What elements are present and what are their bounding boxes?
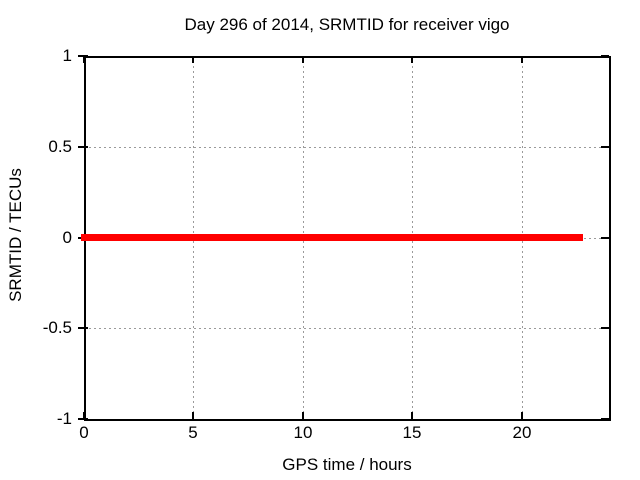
- x-tick-mark-bottom: [192, 412, 194, 419]
- x-tick-mark-bottom: [302, 412, 304, 419]
- x-tick-mark-top: [302, 56, 304, 63]
- x-tick-label: 5: [188, 423, 198, 442]
- y-tick-mark-left: [78, 418, 88, 420]
- y-tick-mark-right: [601, 146, 609, 148]
- y-tick-mark-right: [601, 237, 609, 239]
- x-tick-mark-bottom: [83, 412, 85, 419]
- y-gridline: [84, 147, 609, 148]
- y-tick-label: -1: [56, 409, 72, 428]
- x-tick-label: 20: [512, 423, 532, 442]
- y-tick-mark-left: [78, 327, 88, 329]
- x-tick-mark-bottom: [521, 412, 523, 419]
- x-tick-label: 0: [79, 423, 89, 442]
- y-tick-label: 1: [62, 46, 72, 65]
- x-tick-mark-top: [521, 56, 523, 63]
- x-tick-mark-top: [83, 56, 85, 63]
- y-tick-mark-right: [601, 55, 609, 57]
- x-tick-label: 15: [402, 423, 422, 442]
- y-tick-mark-right: [601, 418, 609, 420]
- y-tick-label: 0.5: [48, 137, 72, 156]
- x-tick-mark-top: [411, 56, 413, 63]
- y-tick-label: -0.5: [42, 318, 72, 337]
- x-tick-label: 10: [293, 423, 313, 442]
- x-tick-mark-top: [192, 56, 194, 63]
- x-tick-mark-bottom: [411, 412, 413, 419]
- y-gridline: [84, 328, 609, 329]
- data-series-line: [81, 234, 583, 241]
- y-tick-label: 0: [62, 228, 72, 247]
- x-axis-label: GPS time / hours: [282, 455, 412, 474]
- y-tick-mark-right: [601, 327, 609, 329]
- y-tick-mark-left: [78, 146, 88, 148]
- chart-title: Day 296 of 2014, SRMTID for receiver vig…: [184, 15, 510, 34]
